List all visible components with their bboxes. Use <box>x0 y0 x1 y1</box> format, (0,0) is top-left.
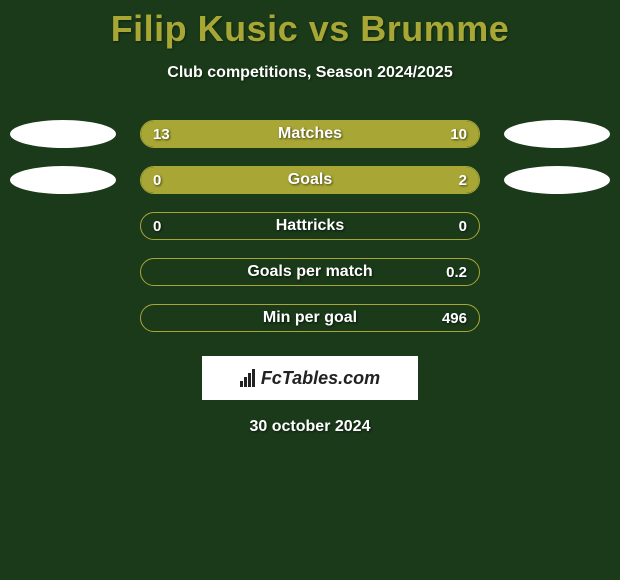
stat-row: 496Min per goal <box>0 304 620 332</box>
logo-box: FcTables.com <box>202 356 418 400</box>
stat-label: Matches <box>141 121 479 147</box>
bar-chart-icon <box>240 369 255 387</box>
spacer <box>504 258 610 286</box>
spacer <box>10 258 116 286</box>
stat-bar: 0.2Goals per match <box>140 258 480 286</box>
stat-row: 0.2Goals per match <box>0 258 620 286</box>
stat-row: 02Goals <box>0 166 620 194</box>
stat-row: 1310Matches <box>0 120 620 148</box>
player-right-marker <box>504 166 610 194</box>
stat-bar: 496Min per goal <box>140 304 480 332</box>
comparison-chart: 1310Matches 02Goals 00Hattricks 0.2Goals pe… <box>0 120 620 332</box>
player-left-marker <box>10 120 116 148</box>
stat-label: Hattricks <box>141 213 479 239</box>
subtitle: Club competitions, Season 2024/2025 <box>0 64 620 82</box>
player-right-marker <box>504 120 610 148</box>
logo-text: FcTables.com <box>261 368 380 389</box>
page-title: Filip Kusic vs Brumme <box>0 0 620 50</box>
stat-bar: 02Goals <box>140 166 480 194</box>
spacer <box>10 212 116 240</box>
stat-label: Goals per match <box>141 259 479 285</box>
stat-bar: 00Hattricks <box>140 212 480 240</box>
spacer <box>504 212 610 240</box>
stat-label: Goals <box>141 167 479 193</box>
stat-label: Min per goal <box>141 305 479 331</box>
date-label: 30 october 2024 <box>0 418 620 436</box>
spacer <box>504 304 610 332</box>
player-left-marker <box>10 166 116 194</box>
stat-row: 00Hattricks <box>0 212 620 240</box>
spacer <box>10 304 116 332</box>
stat-bar: 1310Matches <box>140 120 480 148</box>
